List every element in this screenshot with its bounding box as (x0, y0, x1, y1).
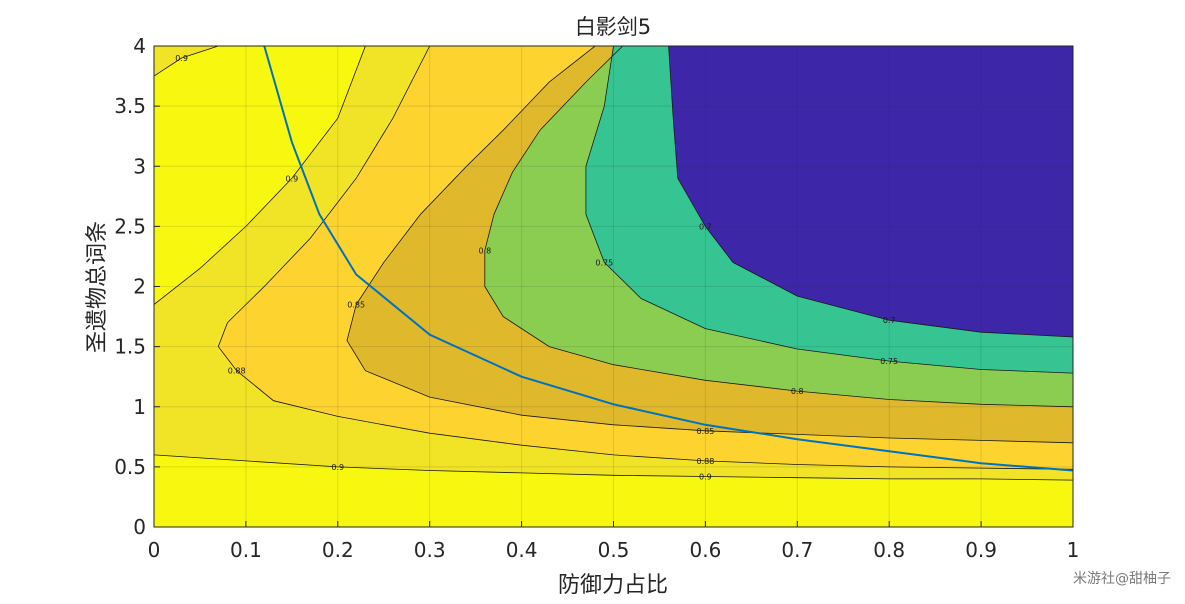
contour-label: 0.9 (285, 174, 298, 183)
region-lt-0.7 (668, 46, 1073, 337)
y-tick-label: 3 (133, 154, 146, 178)
watermark: 米游社@甜柚子 (1073, 571, 1171, 587)
contour-line-0.75 (585, 46, 1073, 374)
contour-lines: 0.9 0.9 0.9 0.9 0.88 0.88 0.85 0.85 0.8 0.8 0.75 0.… (154, 46, 1073, 481)
contour-label: 0.9 (331, 463, 344, 472)
y-tick-label: 4 (133, 34, 146, 58)
y-axis-label: 圣遗物总词条 (85, 221, 110, 353)
x-tick-label: 0 (148, 538, 161, 562)
contour-line-0.9 (154, 46, 366, 305)
x-tick-label: 0.5 (598, 538, 630, 562)
contour-line-0.85 (346, 46, 1073, 444)
contour-label: 0.85 (696, 427, 714, 436)
contour-label: 0.88 (696, 457, 714, 466)
contour-line-0.7 (668, 46, 1073, 338)
y-tick-label: 1 (133, 395, 146, 419)
contour-label: 0.75 (595, 258, 613, 267)
x-tick-label: 0.3 (414, 538, 446, 562)
x-tick-label: 0.2 (322, 538, 354, 562)
contour-line-0.8 (484, 46, 1073, 408)
contour-label: 0.8 (478, 246, 491, 255)
y-tick-label: 0 (133, 515, 146, 539)
contour-fills (154, 46, 1073, 527)
x-tick-label: 0.4 (506, 538, 538, 562)
y-tick-label: 2 (133, 275, 146, 299)
contour-label: 0.7 (883, 316, 896, 325)
y-tick-label: 2.5 (114, 214, 146, 238)
contour-label: 0.9 (175, 54, 188, 63)
region-0.88-0.9-corner (154, 46, 219, 77)
overlay-series-line (263, 46, 1073, 472)
contour-line-0.9 (154, 454, 1073, 481)
contour-label: 0.7 (699, 222, 712, 231)
y-tick-label: 0.5 (114, 455, 146, 479)
x-tick-label: 0.6 (689, 538, 721, 562)
overlay-curve (263, 46, 1073, 472)
chart-title: 白影剑5 (575, 15, 651, 39)
x-tick-label: 1 (1067, 538, 1080, 562)
x-tick-label: 0.7 (781, 538, 813, 562)
contour-line-0.9 (154, 46, 219, 77)
contour-label: 0.75 (880, 357, 898, 366)
x-tick-label: 0.1 (230, 538, 262, 562)
contour-label: 0.9 (699, 472, 712, 481)
contour-line-0.88 (217, 46, 1073, 470)
contour-label: 0.85 (347, 301, 365, 310)
y-axis-ticks: 0 0.5 1 1.5 2 2.5 3 3.5 4 (114, 34, 160, 539)
x-axis-label: 防御力占比 (558, 573, 668, 598)
y-tick-label: 3.5 (114, 94, 146, 118)
x-tick-label: 0.8 (873, 538, 905, 562)
y-tick-label: 1.5 (114, 335, 146, 359)
x-axis-ticks: 0 0.1 0.2 0.3 0.4 0.5 0.6 0.7 0.8 0.9 1 (148, 521, 1080, 562)
x-tick-label: 0.9 (965, 538, 997, 562)
contour-label: 0.8 (791, 387, 804, 396)
contour-label: 0.88 (228, 367, 246, 376)
